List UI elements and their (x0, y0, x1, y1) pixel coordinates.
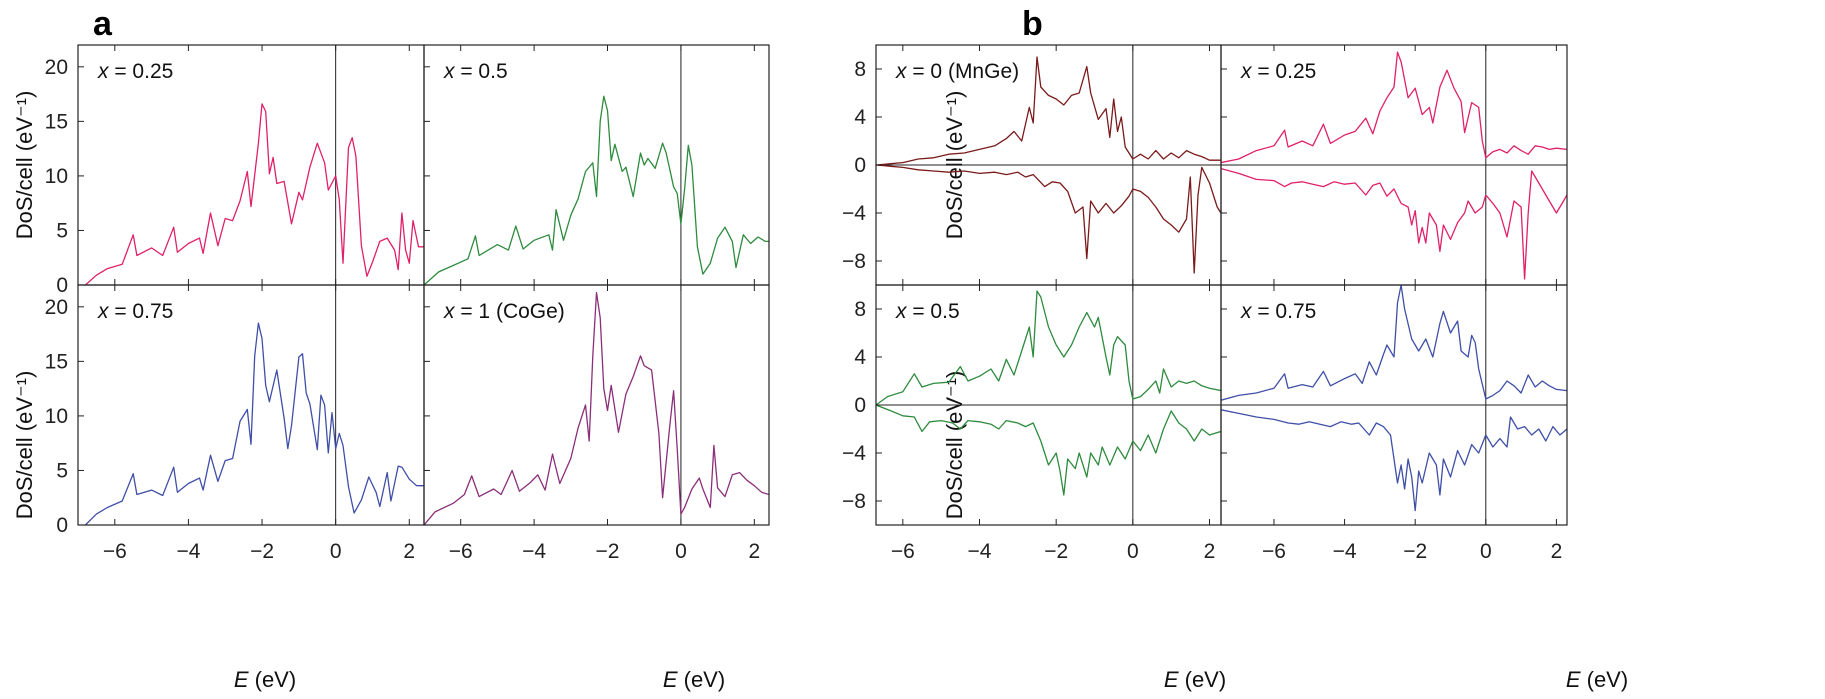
panel-title: x = 0.25 (1240, 60, 1316, 83)
x-tick-label: 2 (403, 540, 415, 563)
y-tick-label: 10 (45, 165, 68, 188)
panel-b-x0: −8 −4 0 4 8 x = 0 (MnGe) (842, 44, 1222, 286)
x-tick-label: −4 (522, 540, 546, 563)
y-tick-label: −4 (842, 202, 866, 225)
y-tick-label: 10 (45, 405, 68, 428)
panel-title: x = 0.75 (97, 300, 173, 323)
xlabel-b-left: E (eV) (1164, 667, 1226, 692)
y-tick-label: 0 (854, 394, 866, 417)
series-spin-up (876, 290, 1221, 406)
y-tick-label: 5 (56, 219, 68, 242)
series-total (424, 95, 769, 285)
y-tick-label: 8 (854, 58, 866, 81)
x-tick-label: −4 (968, 540, 992, 563)
panel-title-value: = 0.75 (1252, 300, 1317, 323)
x-tick-label: 0 (330, 540, 342, 563)
series-spin-down (876, 404, 1221, 496)
panel-title-var: x (97, 300, 110, 323)
x-tick-label: −2 (596, 540, 620, 563)
panel-title-var: x (1240, 60, 1253, 83)
series-spin-down (1221, 167, 1567, 280)
y-tick-label: 8 (854, 298, 866, 321)
panel-title: x = 0.25 (97, 60, 173, 83)
y-tick-label: 5 (56, 459, 68, 482)
y-tick-label: 0 (56, 274, 68, 297)
x-tick-label: −2 (1044, 540, 1068, 563)
series-spin-up (876, 56, 1221, 166)
ylabel-top-left: DoS/cell (eV⁻¹) (12, 91, 37, 240)
y-tick-label: −4 (842, 442, 866, 465)
panel-letter-b: b (1022, 5, 1043, 43)
panel-title-var: x (1240, 300, 1253, 323)
panel-title-value: = 0.5 (455, 60, 508, 83)
panel-title-value: = 0 (MnGe) (907, 60, 1020, 83)
x-tick-label: −6 (449, 540, 473, 563)
ylabel-bottom-left: DoS/cell (eV⁻¹) (12, 371, 37, 520)
panel-title: x = 0 (MnGe) (895, 60, 1019, 83)
x-tick-label: 0 (1480, 540, 1492, 563)
xlabel-b-right: E (eV) (1566, 667, 1628, 692)
panel-b-x025: x = 0.25 (1220, 44, 1568, 286)
panel-title: x = 0.5 (443, 60, 508, 83)
panel-letter-a: a (93, 5, 113, 43)
x-tick-label: −6 (1262, 540, 1286, 563)
x-tick-label: 2 (1204, 540, 1216, 563)
x-tick-label: −6 (891, 540, 915, 563)
y-tick-label: 4 (854, 346, 866, 369)
y-tick-label: −8 (842, 250, 866, 273)
panel-title: x = 0.5 (895, 300, 960, 323)
series-spin-up (1221, 51, 1567, 164)
x-tick-label: −4 (176, 540, 200, 563)
series-spin-down (876, 164, 1221, 274)
panel-a-x05: x = 0.5 (423, 44, 770, 286)
ylabel-bottom-right: DoS/cell (eV⁻¹) (942, 371, 967, 520)
series-total (84, 322, 424, 525)
panel-title-var: x (895, 60, 908, 83)
xlabel-a-right: E (eV) (663, 667, 725, 692)
x-tick-label: 2 (748, 540, 760, 563)
y-tick-label: 15 (45, 350, 68, 373)
series-spin-up (1221, 285, 1567, 401)
panel-title-value: = 0.25 (1252, 60, 1317, 83)
y-tick-label: −8 (842, 490, 866, 513)
y-tick-label: 20 (45, 296, 68, 319)
panel-title-var: x (443, 60, 456, 83)
x-tick-label: −4 (1333, 540, 1357, 563)
panel-title: x = 1 (CoGe) (443, 300, 565, 323)
y-tick-label: 0 (56, 514, 68, 537)
panel-title-var: x (443, 300, 456, 323)
y-tick-label: 20 (45, 56, 68, 79)
panel-a-x1: −6 −4 −2 0 2 x = 1 (CoGe) (423, 284, 770, 563)
panel-title-value: = 0.5 (907, 300, 960, 323)
x-tick-label: −6 (103, 540, 127, 563)
x-tick-label: 0 (675, 540, 687, 563)
panel-a-x025: 0 5 10 15 20 x = 0.25 (45, 44, 425, 297)
panel-title-var: x (97, 60, 110, 83)
panel-b-x075: −6 −4 −2 0 2 x = 0.75 (1220, 284, 1568, 563)
y-tick-label: 0 (854, 154, 866, 177)
panel-frame (423, 284, 770, 526)
panel-title-value: = 0.75 (109, 300, 174, 323)
panel-title-var: x (895, 300, 908, 323)
x-tick-label: 2 (1551, 540, 1563, 563)
series-spin-down (1221, 409, 1567, 512)
y-tick-label: 15 (45, 110, 68, 133)
panel-b-x05: −6 −4 −2 0 2 −8 −4 0 4 8 x = 0.5 (842, 284, 1222, 563)
y-tick-label: 4 (854, 106, 866, 129)
series-total (424, 291, 769, 525)
series-total (84, 103, 424, 285)
x-tick-label: −2 (250, 540, 274, 563)
x-tick-label: 0 (1127, 540, 1139, 563)
xlabel-a-left: E (eV) (234, 667, 296, 692)
panel-title-value: = 1 (CoGe) (455, 300, 565, 323)
panel-title-value: = 0.25 (109, 60, 174, 83)
panel-title: x = 0.75 (1240, 300, 1316, 323)
x-tick-label: −2 (1403, 540, 1427, 563)
